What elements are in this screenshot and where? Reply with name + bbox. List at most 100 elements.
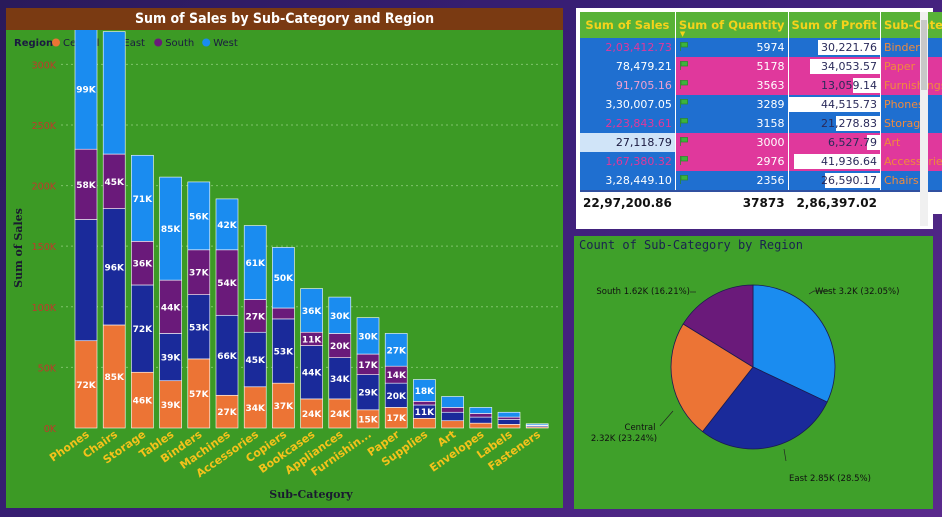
bar-data-label: 37K — [274, 402, 295, 412]
bar-data-label: 99K — [76, 86, 97, 96]
bar-data-label: 11K — [302, 335, 323, 345]
table-row[interactable]: 2,03,412.73 5974 30,221.76 Binders — [580, 38, 942, 57]
profit-value: 21,278.83 — [820, 117, 877, 130]
cell-quantity: 3289 — [675, 95, 789, 114]
bar-data-label: 34K — [330, 375, 351, 385]
pie-chart: West 3.2K (32.05%) East 2.85K (28.5%) Cent… — [591, 284, 899, 484]
flag-icon — [679, 156, 688, 165]
y-tick-label: 50K — [38, 363, 57, 374]
profit-data-bar — [836, 116, 880, 131]
table-header-row: Sum of Sales Sum of Quantity ▼ Sum of Pro… — [580, 12, 942, 38]
scrollbar-thumb[interactable] — [921, 20, 927, 90]
bar-data-label: 39K — [161, 354, 182, 364]
column-header-quantity[interactable]: Sum of Quantity ▼ — [675, 12, 789, 38]
quantity-value: 2976 — [756, 155, 785, 168]
bar-segment-west — [300, 288, 323, 333]
bar-data-label: 30K — [330, 312, 351, 322]
legend-label-west: West — [213, 38, 238, 49]
bar-segment-west — [243, 225, 267, 300]
pie-leader-east — [783, 448, 787, 462]
profit-value: 34,053.57 — [820, 60, 877, 73]
table-row[interactable]: 2,23,843.61 3158 21,278.83 Storage — [580, 114, 942, 133]
bar-segment-east — [469, 416, 493, 424]
cell-sales: 78,479.21 — [580, 57, 676, 76]
pie-chart-panel: West 3.2K (32.05%) East 2.85K (28.5%) Cent… — [574, 236, 933, 509]
bar-data-label: 11K — [415, 408, 436, 418]
y-tick-label: 150K — [32, 242, 57, 253]
cell-profit: 30,221.76 — [788, 38, 881, 57]
quantity-value: 3000 — [756, 136, 785, 149]
table-row[interactable]: 78,479.21 5178 34,053.57 Paper — [580, 57, 942, 76]
profit-data-bar — [810, 59, 880, 74]
bar-data-label: 15K — [358, 415, 379, 425]
bar-data-label: 45K — [245, 356, 266, 366]
bar-data-label: 72K — [76, 381, 97, 391]
profit-value: 44,515.73 — [820, 98, 877, 111]
bar-segment-east — [497, 419, 521, 425]
cell-sales: 1,67,380.32 — [580, 152, 676, 171]
cell-profit: 34,053.57 — [788, 57, 881, 76]
table-row[interactable]: 3,30,007.05 3289 44,515.73 Phones — [580, 95, 942, 114]
cell-subcategory: Storage — [880, 114, 942, 133]
cell-profit: 6,527.79 — [788, 133, 881, 152]
table-total-row: 22,97,200.86 37873 2,86,397.02 — [580, 190, 942, 214]
bar-data-label: 27K — [386, 346, 407, 356]
column-header-sales[interactable]: Sum of Sales — [580, 12, 676, 38]
bar-segment-west — [384, 333, 408, 367]
pie-leader-west — [808, 290, 829, 295]
bar-data-label: 71K — [133, 195, 154, 205]
pie-label-west: West 3.2K (32.05%) — [815, 287, 899, 297]
legend-marker-south — [154, 38, 163, 47]
column-header-subcategory[interactable]: Sub-Category — [880, 12, 942, 38]
profit-value: 30,221.76 — [820, 41, 877, 54]
profit-data-bar — [825, 173, 880, 188]
cell-profit: 41,936.64 — [788, 152, 881, 171]
cell-subcategory: Paper — [880, 57, 942, 76]
bar-data-label: 20K — [330, 342, 351, 352]
bar-data-label: 24K — [302, 410, 323, 420]
bar-data-label: 50K — [274, 274, 295, 284]
bar-data-label: 29K — [358, 389, 379, 399]
bar-data-label: 56K — [189, 212, 210, 222]
bar-data-label: 39K — [161, 401, 182, 411]
pie-chart-title: Count of Sub-Category by Region — [579, 238, 803, 252]
bar-data-label: 24K — [330, 410, 351, 420]
bar-segment-central — [441, 420, 464, 429]
bar-chart-title: Sum of Sales by Sub-Category and Region — [6, 8, 563, 30]
bar-data-label: 45K — [104, 178, 125, 188]
table-row[interactable]: 27,118.79 3000 6,527.79 Art — [580, 133, 942, 152]
bar-segment-west — [413, 379, 436, 402]
flag-icon — [679, 42, 688, 51]
bar-data-label: 17K — [386, 414, 407, 424]
column-header-profit[interactable]: Sum of Profit — [788, 12, 881, 38]
bar-data-label: 44K — [302, 369, 323, 379]
pie-slice-central — [670, 323, 754, 433]
quantity-value: 3289 — [756, 98, 785, 111]
cell-sales: 2,03,412.73 — [580, 38, 676, 57]
table-row[interactable]: 3,28,449.10 2356 26,590.17 Chairs — [580, 171, 942, 191]
table-body: 2,03,412.73 5974 30,221.76 Binders 78,479.21… — [580, 38, 942, 214]
bar-data-label: 54K — [217, 279, 238, 289]
x-axis-title: Sub-Category — [269, 488, 353, 501]
bar-data-label: 30K — [358, 332, 379, 342]
table-row[interactable]: 1,67,380.32 2976 41,936.64 Accessories — [580, 152, 942, 171]
pie-slice-east — [701, 366, 828, 450]
bar-data-label: 18K — [415, 387, 436, 397]
profit-data-bar — [793, 154, 880, 169]
bar-segment-central — [469, 422, 493, 429]
cell-subcategory: Furnishings — [880, 76, 942, 95]
table-row[interactable]: 91,705.16 3563 13,059.14 Furnishings — [580, 76, 942, 95]
pie-label-south: South 1.62K (16.21%) — [596, 287, 690, 297]
bar-data-label: 96K — [104, 263, 125, 273]
y-tick-label: 100K — [32, 303, 57, 314]
pie-label-east: East 2.85K (28.5%) — [789, 474, 871, 484]
profit-value: 13,059.14 — [820, 79, 877, 92]
stacked-bar-chart: RegionCentralEastSouthWest0K50K100K150K2… — [12, 28, 558, 501]
sort-descending-icon[interactable]: ▼ — [679, 30, 686, 38]
cell-sales: 27,118.79 — [580, 133, 676, 152]
bar-data-label: 20K — [386, 392, 407, 402]
bar-data-label: 85K — [104, 373, 125, 383]
profit-value: 6,527.79 — [827, 136, 877, 149]
table-scrollbar[interactable] — [920, 12, 928, 226]
bar-data-label: 42K — [217, 221, 238, 231]
